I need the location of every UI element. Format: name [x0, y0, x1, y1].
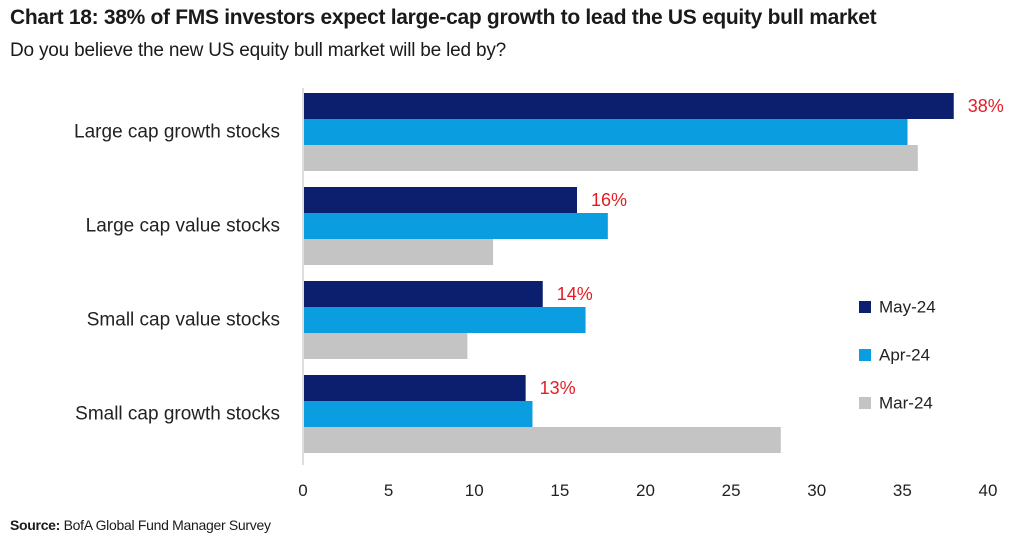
bar-apr-24 — [304, 307, 586, 333]
bar-may-24 — [304, 375, 526, 401]
legend-label: Mar-24 — [879, 394, 933, 413]
bar-apr-24 — [304, 401, 533, 427]
x-tick-label: 5 — [384, 481, 393, 500]
legend-swatch — [859, 397, 871, 409]
x-tick-label: 30 — [807, 481, 826, 500]
x-tick-label: 15 — [550, 481, 569, 500]
bar-mar-24 — [304, 145, 918, 171]
x-tick-label: 20 — [636, 481, 655, 500]
legend: May-24 Apr-24 Mar-24 — [859, 298, 936, 413]
x-axis-ticks: 0 5 10 15 20 25 30 35 40 — [298, 481, 997, 500]
category-labels: Large cap growth stocks 38% Large cap valu… — [74, 96, 1004, 425]
x-tick-label: 0 — [298, 481, 307, 500]
category-label: Small cap growth stocks — [75, 404, 280, 425]
bar-mar-24 — [304, 333, 468, 359]
bar-may-24 — [304, 187, 577, 213]
bar-apr-24 — [304, 213, 608, 239]
bar-mar-24 — [304, 427, 781, 453]
x-tick-label: 40 — [979, 481, 998, 500]
source-label: Source: — [10, 517, 61, 533]
bar-apr-24 — [304, 119, 908, 145]
legend-label: Apr-24 — [879, 346, 930, 365]
chart-subtitle: Do you believe the new US equity bull ma… — [10, 40, 506, 61]
source-note: Source: BofA Global Fund Manager Survey — [10, 517, 271, 533]
x-tick-label: 35 — [893, 481, 912, 500]
data-label: 38% — [968, 96, 1004, 116]
legend-swatch — [859, 349, 871, 361]
x-tick-label: 10 — [465, 481, 484, 500]
category-label: Large cap value stocks — [86, 216, 280, 237]
legend-swatch — [859, 301, 871, 313]
x-tick-label: 25 — [722, 481, 741, 500]
bar-mar-24 — [304, 239, 494, 265]
bars-layer — [304, 93, 954, 453]
bar-may-24 — [304, 281, 543, 307]
category-label: Large cap growth stocks — [74, 122, 280, 143]
legend-label: May-24 — [879, 298, 936, 317]
category-label: Small cap value stocks — [87, 310, 280, 331]
data-label: 14% — [557, 284, 593, 304]
source-text: BofA Global Fund Manager Survey — [63, 517, 271, 533]
data-label: 16% — [591, 190, 627, 210]
bar-may-24 — [304, 93, 954, 119]
chart-title: Chart 18: 38% of FMS investors expect la… — [10, 6, 877, 29]
data-label: 13% — [540, 378, 576, 398]
